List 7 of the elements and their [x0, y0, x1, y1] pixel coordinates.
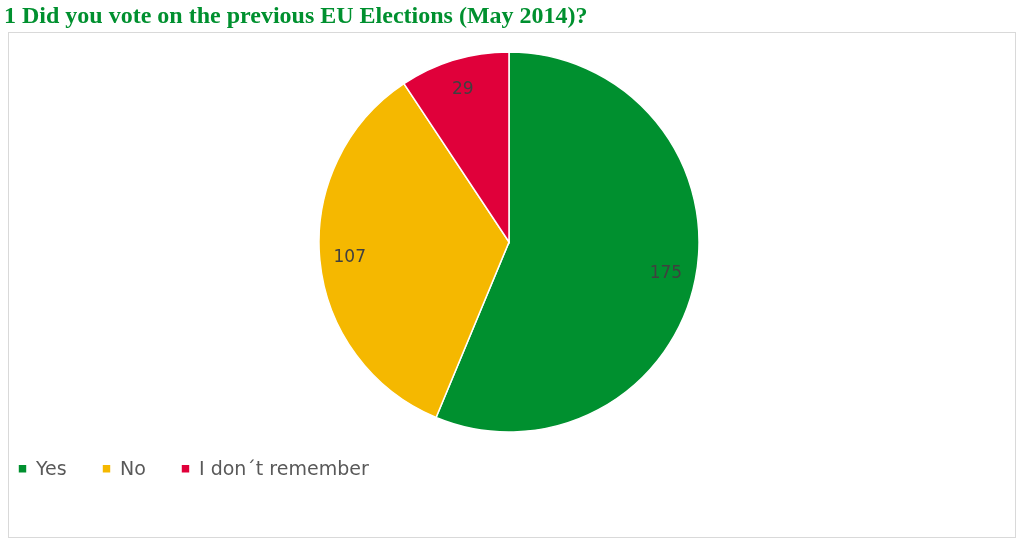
legend-label: I don´t remember [199, 456, 369, 479]
legend-label: Yes [35, 456, 67, 479]
chart-title: 1 Did you vote on the previous EU Elections (May 2014)? [4, 2, 589, 28]
data-label: 107 [333, 246, 366, 267]
data-label: 29 [451, 77, 474, 98]
data-label: 175 [649, 262, 683, 283]
legend-label: No [120, 456, 146, 479]
